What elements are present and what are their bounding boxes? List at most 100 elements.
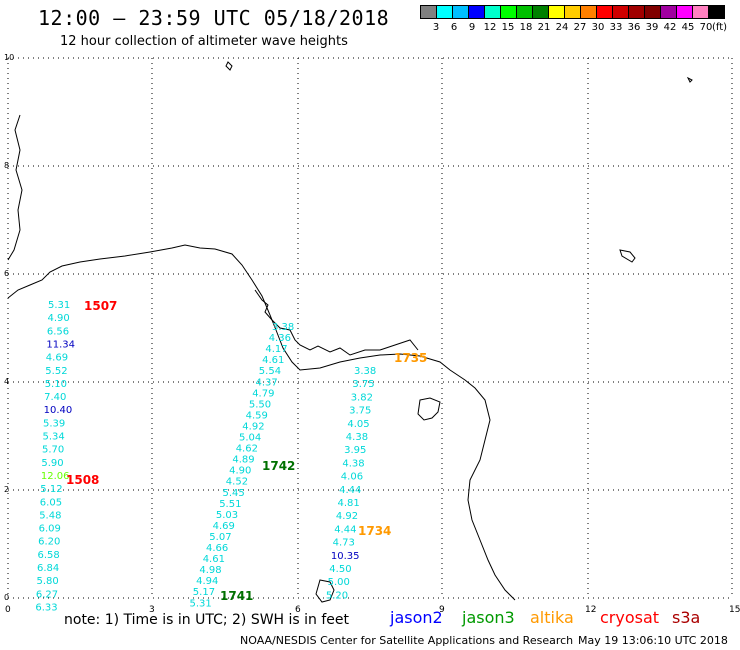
swh-value: 4.79 [252, 388, 274, 399]
swh-value: 4.06 [341, 472, 363, 483]
timestamp: May 19 13:06:10 UTC 2018 [578, 634, 728, 647]
legend-tick: 15 [501, 22, 515, 33]
x-tick-label: 9 [439, 605, 445, 615]
swh-value: 10.40 [44, 405, 73, 416]
y-tick-label: 6 [4, 269, 9, 278]
legend-tick: 42 [663, 22, 677, 33]
satellite-jason3: jason3 [462, 608, 515, 627]
satellite-cryosat: cryosat [600, 608, 660, 627]
legend-tick: 30 [591, 22, 605, 33]
swh-value: 5.39 [43, 418, 65, 429]
swh-value: 4.44 [334, 524, 356, 535]
swh-value: 4.90 [229, 466, 251, 477]
swh-value: 5.03 [216, 510, 238, 521]
swh-value: 4.66 [206, 543, 228, 554]
pass-time-label: 1507 [84, 299, 117, 313]
map-title: 12:00 – 23:59 UTC 05/18/2018 [38, 6, 390, 30]
texas-coast-line [7, 114, 23, 261]
legend-tick: 45 [681, 22, 695, 33]
x-tick-label: 12 [585, 605, 596, 615]
swh-value: 7.40 [44, 392, 66, 403]
pass-time-label: 1735 [394, 351, 427, 365]
swh-value: 4.69 [213, 521, 235, 532]
legend-tick: 6 [450, 22, 458, 33]
lake-outline [417, 397, 441, 421]
pass-time-label: 1508 [66, 473, 99, 487]
swh-value: 3.95 [344, 445, 366, 456]
footnote: note: 1) Time is in UTC; 2) SWH is in fe… [64, 612, 350, 628]
credit: NOAA/NESDIS Center for Satellite Applica… [240, 634, 574, 647]
small-islet [686, 76, 693, 83]
swh-value: 4.92 [242, 421, 264, 432]
swh-value: 5.07 [209, 532, 231, 543]
swh-value: 4.44 [339, 485, 361, 496]
swh-value: 4.61 [262, 355, 284, 366]
swh-value: 4.52 [226, 477, 248, 488]
swh-value: 6.05 [40, 497, 62, 508]
pass-time-label: 1741 [220, 589, 253, 603]
swh-value: 4.61 [203, 554, 225, 565]
swh-value: 4.92 [336, 511, 358, 522]
swh-value: 12.06 [41, 471, 70, 482]
swh-value: 5.12 [40, 484, 62, 495]
pass-times: 1507 1508 1742 1741 1735 1734 [66, 299, 427, 603]
small-island [225, 61, 233, 71]
legend-tick: 18 [519, 22, 533, 33]
legend-tick: 27 [573, 22, 587, 33]
cuba-island [619, 249, 636, 263]
swh-value: 5.45 [223, 488, 245, 499]
swh-value: 4.36 [269, 333, 291, 344]
legend-tick: 9 [468, 22, 476, 33]
swh-value: 5.31 [190, 598, 212, 609]
gulf-coast-line [7, 244, 516, 601]
swh-value: 5.20 [326, 590, 348, 601]
y-tick-label: 4 [4, 377, 9, 386]
swh-value: 6.33 [35, 603, 57, 614]
y-tick-label: 2 [4, 485, 9, 494]
swh-value: 4.59 [246, 410, 268, 421]
map-grid [7, 57, 733, 599]
legend-tick: 39 [645, 22, 659, 33]
x-tick-label: 3 [149, 605, 155, 615]
x-tick-label: 15 [729, 605, 740, 615]
swh-value: 5.70 [42, 445, 64, 456]
y-tick-label: 10 [4, 53, 14, 62]
swh-value: 3.38 [272, 322, 294, 333]
pass-time-label: 1734 [358, 524, 391, 538]
swh-value: 3.38 [354, 366, 376, 377]
legend-tick: 3 [432, 22, 440, 33]
swh-value: 11.34 [46, 339, 75, 350]
y-tick-label: 0 [4, 593, 9, 602]
legend-unit: (ft) [712, 22, 728, 33]
swh-value: 4.89 [232, 455, 254, 466]
swh-value: 4.38 [342, 458, 364, 469]
swh-value: 4.05 [347, 419, 369, 430]
legend-tick: 70 [699, 22, 713, 33]
y-tick-label: 8 [4, 161, 9, 170]
satellite-jason2: jason2 [390, 608, 443, 627]
delta-coast-line [254, 289, 419, 356]
swh-value: 5.80 [37, 576, 59, 587]
legend-tick: 21 [537, 22, 551, 33]
swh-value: 6.58 [38, 550, 60, 561]
legend-tick: 33 [609, 22, 623, 33]
swh-value: 5.17 [193, 587, 215, 598]
swh-value: 4.73 [333, 538, 355, 549]
swh-value: 5.50 [249, 399, 271, 410]
legend-tick: 36 [627, 22, 641, 33]
swh-value: 5.48 [39, 510, 61, 521]
satellite-altika: altika [530, 608, 574, 627]
swh-value: 6.27 [36, 589, 58, 600]
swh-value: 5.10 [45, 379, 67, 390]
swh-value: 5.52 [45, 366, 67, 377]
pass-time-label: 1742 [262, 459, 295, 473]
swh-value: 4.98 [199, 565, 221, 576]
swh-value: 5.00 [328, 577, 350, 588]
swh-value: 10.35 [331, 551, 360, 562]
swh-value: 5.54 [259, 366, 281, 377]
swh-value: 4.94 [196, 576, 218, 587]
legend-tick: 24 [555, 22, 569, 33]
axis-labels: 0 3 6 9 12 15 0 2 4 6 8 10 [4, 53, 740, 615]
map-subtitle: 12 hour collection of altimeter wave hei… [60, 34, 348, 49]
satellite-s3a: s3a [672, 608, 701, 627]
